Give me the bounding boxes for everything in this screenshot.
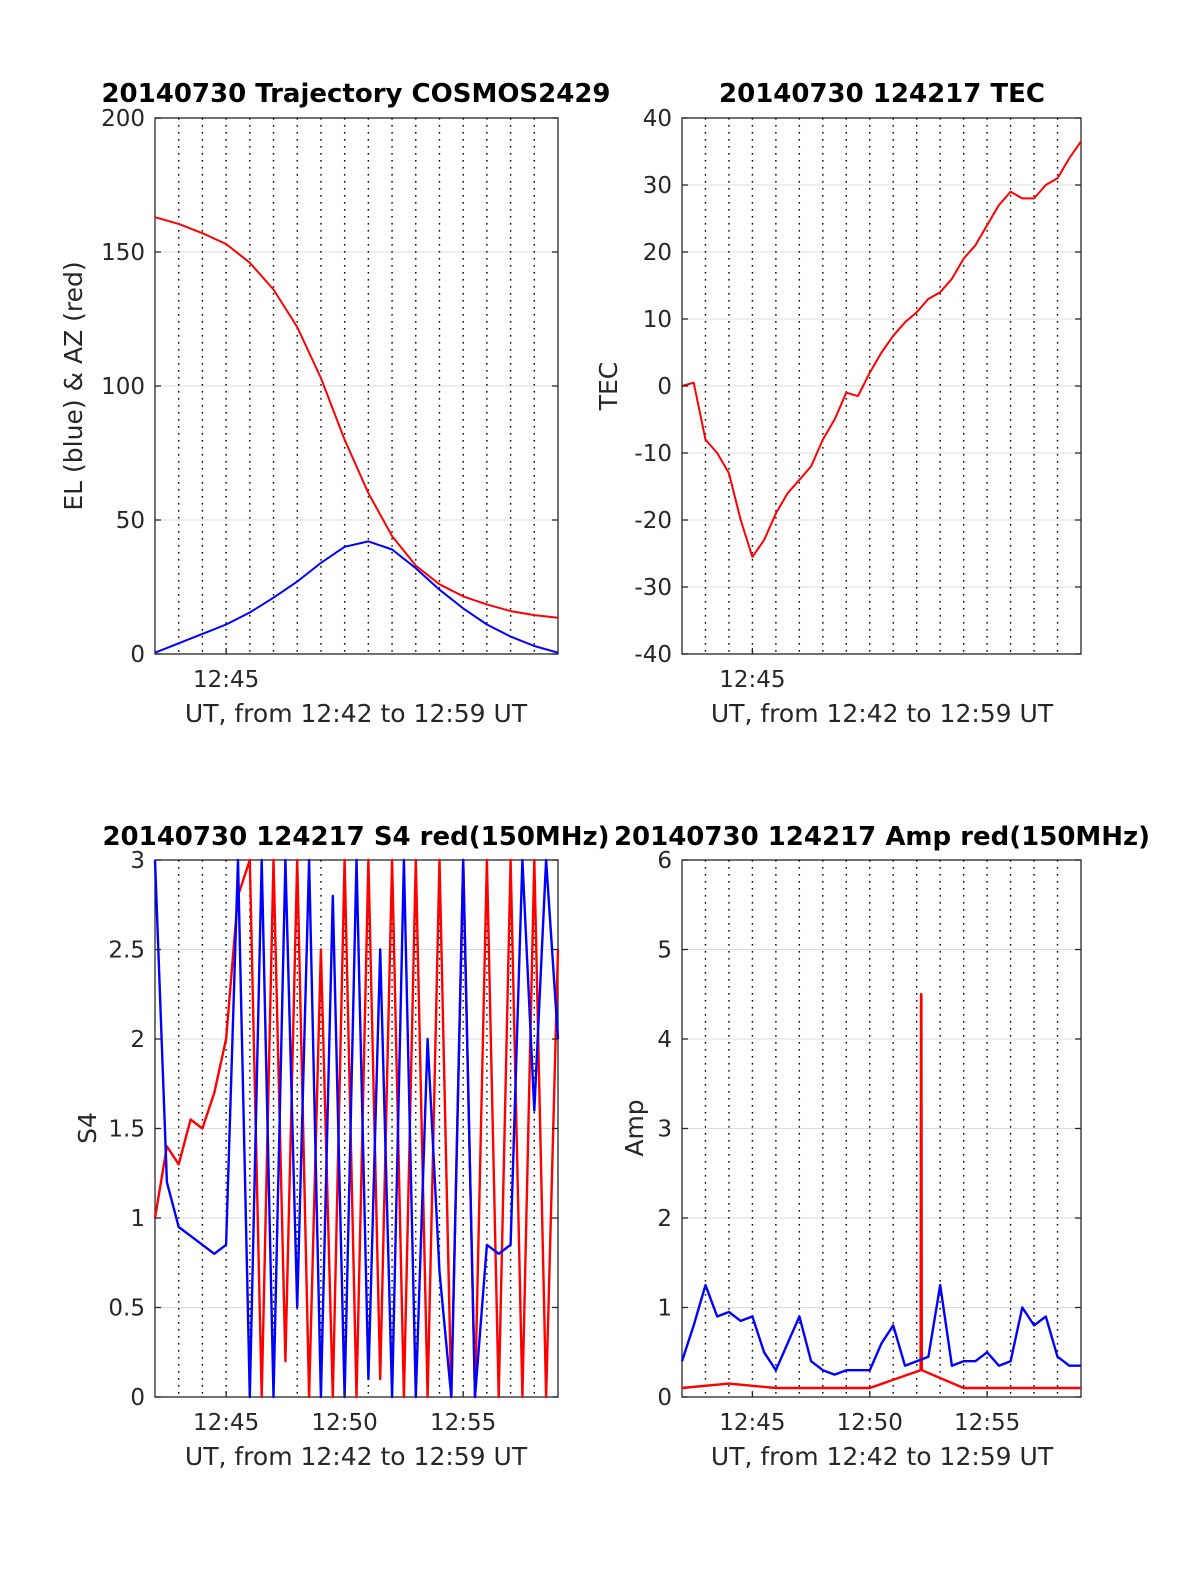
amp-x-tick-label: 12:50 <box>837 1410 903 1436</box>
tec-series-tec-line <box>681 140 1082 558</box>
trajectory-y-tick-label: 200 <box>101 106 145 132</box>
amp-y-tick-label: 2 <box>657 1206 672 1232</box>
tec-y-tick-label: 30 <box>643 173 672 199</box>
trajectory-chart: 0 50 100 150 200 12:45 20140730 Trajectory CO… <box>59 79 611 728</box>
amp-y-tick-label: 6 <box>657 848 672 874</box>
tec-y-tick-label: -40 <box>634 642 672 668</box>
amp-chart: 0 1 2 3 4 5 6 12:45 12:50 12:55 20140730 124217 A… <box>614 822 1150 1471</box>
amp-y-tick-label: 1 <box>657 1296 672 1322</box>
tec-y-tick-label: 40 <box>643 106 672 132</box>
amp-x-axis-label: UT, from 12:42 to 12:59 UT <box>711 1442 1054 1471</box>
trajectory-y-tick-label: 0 <box>130 642 145 668</box>
s4-y-tick-label: 0 <box>130 1385 145 1411</box>
amp-y-tick-label: 3 <box>657 1117 672 1143</box>
tec-y-axis-label: TEC <box>594 362 623 412</box>
amp-y-tick-label: 0 <box>657 1385 672 1411</box>
amp-series-amp_red-line <box>681 993 1081 1390</box>
trajectory-y-tick-label: 100 <box>101 374 145 400</box>
tec-y-tick-label: -10 <box>634 441 672 467</box>
trajectory-series-az-line <box>154 216 559 619</box>
tec-chart: -40 -30 -20 -10 0 10 20 30 40 12:45 20140730 1242… <box>594 79 1082 728</box>
amp-y-axis-label: Amp <box>620 1099 649 1156</box>
tec-title: 20140730 124217 TEC <box>719 79 1045 109</box>
amp-title: 20140730 124217 Amp red(150MHz) <box>614 822 1150 852</box>
tec-y-tick-label: -20 <box>634 508 672 534</box>
trajectory-x-tick-label: 12:45 <box>193 667 259 693</box>
amp-series-amp_blue-line <box>680 1283 1081 1376</box>
trajectory-y-axis-label: EL (blue) & AZ (red) <box>59 261 88 510</box>
s4-y-axis-label: S4 <box>73 1112 102 1144</box>
tec-y-tick-label: 20 <box>643 240 672 266</box>
s4-y-tick-label: 3 <box>130 848 145 874</box>
s4-y-tick-label: 1.5 <box>108 1117 145 1143</box>
trajectory-series-el-line <box>154 540 559 654</box>
tec-y-tick-label: -30 <box>634 575 672 601</box>
s4-y-tick-label: 2 <box>130 1027 145 1053</box>
s4-series-s4_red-line <box>153 858 560 1399</box>
trajectory-x-axis-label: UT, from 12:42 to 12:59 UT <box>185 699 528 728</box>
trajectory-title: 20140730 Trajectory COSMOS2429 <box>101 79 610 109</box>
tec-y-tick-label: 0 <box>657 374 672 400</box>
s4-chart: 0 0.5 1 1.5 2 2.5 3 12:45 12:50 12:55 20140730 12… <box>73 822 610 1471</box>
tec-x-axis-label: UT, from 12:42 to 12:59 UT <box>711 699 1054 728</box>
s4-x-tick-label: 12:55 <box>430 1410 496 1436</box>
s4-title: 20140730 124217 S4 red(150MHz) <box>102 822 609 852</box>
s4-x-tick-label: 12:50 <box>311 1410 377 1436</box>
s4-x-tick-label: 12:45 <box>193 1410 259 1436</box>
s4-x-axis-label: UT, from 12:42 to 12:59 UT <box>185 1442 528 1471</box>
amp-x-tick-label: 12:55 <box>954 1410 1020 1436</box>
tec-y-tick-label: 10 <box>643 307 672 333</box>
amp-y-tick-label: 4 <box>657 1027 672 1053</box>
trajectory-y-tick-label: 50 <box>116 508 145 534</box>
tec-x-tick-label: 12:45 <box>719 667 785 693</box>
s4-y-tick-label: 1 <box>130 1206 145 1232</box>
s4-y-tick-label: 0.5 <box>108 1296 145 1322</box>
s4-series-s4_blue-line <box>153 858 560 1399</box>
amp-y-tick-label: 5 <box>657 938 672 964</box>
trajectory-y-tick-label: 150 <box>101 240 145 266</box>
s4-y-tick-label: 2.5 <box>108 938 145 964</box>
amp-x-tick-label: 12:45 <box>719 1410 785 1436</box>
